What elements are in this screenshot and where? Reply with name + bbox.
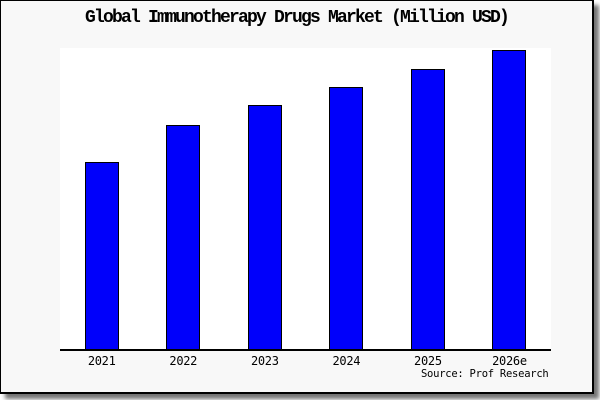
bar-2025	[410, 68, 445, 350]
bar-2021	[84, 161, 119, 350]
plot-area	[59, 47, 551, 351]
bar-2023	[247, 105, 282, 350]
x-tick-label-2021: 2021	[87, 353, 116, 368]
source-credit: Source: Prof Research	[420, 367, 549, 380]
x-axis-labels: 2021 2022 2023 2024 2025 2026e	[60, 353, 551, 369]
bar-2026e	[492, 49, 527, 350]
x-tick-label-2024: 2024	[332, 353, 361, 368]
x-tick-label-2023: 2023	[250, 353, 279, 368]
x-tick-label-2026e: 2026e	[492, 353, 527, 368]
chart-title: Global Immunotherapy Drugs Market (Milli…	[84, 7, 510, 28]
x-tick-label-2025: 2025	[414, 353, 442, 368]
bar-2024	[329, 86, 364, 350]
chart-card: Global Immunotherapy Drugs Market (Milli…	[0, 0, 594, 394]
x-tick-label-2022: 2022	[169, 353, 198, 368]
x-axis-line	[59, 349, 551, 351]
bar-2022	[166, 124, 201, 350]
